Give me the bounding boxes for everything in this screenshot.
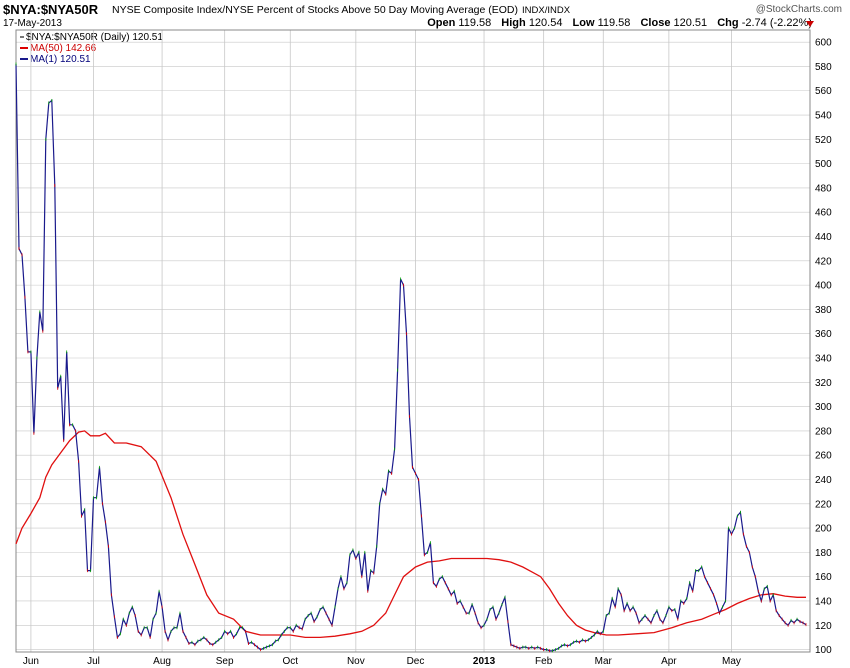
x-tick-label: Dec <box>407 656 425 667</box>
ma50-line <box>15 430 806 639</box>
y-tick-label: 380 <box>815 305 832 316</box>
x-axis: Jun Jul Aug Sep Oct Nov Dec 2013 Feb Mar Apr May <box>23 656 741 667</box>
down-arrow-icon <box>806 21 814 27</box>
y-tick-label: 100 <box>815 645 832 656</box>
y-tick-label: 320 <box>815 378 832 389</box>
change-label: Chg <box>717 17 739 29</box>
price-line <box>15 62 807 653</box>
x-tick-label: Aug <box>153 656 171 667</box>
low-value: 119.58 <box>597 17 631 29</box>
y-tick-label: 300 <box>815 402 832 413</box>
legend-ma1: MA(1) 120.51 <box>20 54 91 65</box>
y-tick-label: 460 <box>815 208 832 219</box>
x-tick-label: Oct <box>282 656 298 667</box>
y-tick-label: 400 <box>815 281 832 292</box>
ma1-swatch-icon <box>20 58 28 61</box>
stockcharts-credit[interactable]: @StockCharts.com <box>755 4 842 15</box>
y-tick-label: 180 <box>815 548 832 559</box>
grid-lines <box>16 30 810 652</box>
y-tick-label: 540 <box>815 111 832 122</box>
y-tick-label: 260 <box>815 451 832 462</box>
y-tick-label: 280 <box>815 426 832 437</box>
legend-ma50: MA(50) 142.66 <box>20 43 96 54</box>
ma1-series <box>15 63 807 652</box>
x-tick-label: 2013 <box>473 656 496 667</box>
high-label: High <box>501 17 526 29</box>
ma50-swatch-icon <box>20 47 28 50</box>
legend-main-label: $NYA:$NYA50R (Daily) 120.51 <box>26 32 163 43</box>
legend-ma50-label: MA(50) 142.66 <box>30 43 97 54</box>
y-axis: 100 120 140 160 180 200 220 240 260 280 300 320 340 3… <box>815 38 832 656</box>
y-tick-label: 560 <box>815 86 832 97</box>
chart-name: NYSE Composite Index/NYSE Percent of Sto… <box>112 4 518 16</box>
x-tick-label: Sep <box>216 656 234 667</box>
y-tick-label: 140 <box>815 596 832 607</box>
data-source: INDX/INDX <box>522 5 571 16</box>
ohlc-legend-icon <box>20 36 24 39</box>
x-tick-label: Apr <box>661 656 677 667</box>
ohlc-summary: Open 119.58 High 120.54 Low 119.58 Close… <box>420 17 812 29</box>
change-value: -2.74 (-2.22%) <box>741 17 812 29</box>
x-tick-label: Jun <box>23 656 39 667</box>
y-tick-label: 500 <box>815 159 832 170</box>
y-tick-label: 360 <box>815 329 832 340</box>
plot-frame <box>15 29 811 653</box>
y-tick-label: 580 <box>815 62 832 73</box>
x-tick-label: Nov <box>347 656 365 667</box>
y-tick-label: 120 <box>815 621 832 632</box>
y-tick-label: 240 <box>815 475 832 486</box>
x-tick-label: May <box>722 656 741 667</box>
x-tick-label: Jul <box>87 656 100 667</box>
y-tick-label: 440 <box>815 232 832 243</box>
high-value: 120.54 <box>528 17 563 29</box>
x-tick-label: Mar <box>595 656 613 667</box>
y-tick-label: 160 <box>815 572 832 583</box>
low-label: Low <box>572 17 595 29</box>
close-label: Close <box>640 17 671 29</box>
y-tick-label: 340 <box>815 354 832 365</box>
y-tick-label: 420 <box>815 256 832 267</box>
open-value: 119.58 <box>458 17 492 29</box>
open-label: Open <box>427 17 456 29</box>
y-tick-label: 600 <box>815 38 832 49</box>
legend-ma1-label: MA(1) 120.51 <box>30 54 91 65</box>
y-tick-label: 200 <box>815 524 832 535</box>
legend-main: $NYA:$NYA50R (Daily) 120.51 <box>20 32 163 43</box>
y-tick-label: 220 <box>815 499 832 510</box>
y-tick-label: 520 <box>815 135 832 146</box>
chart-description: NYSE Composite Index/NYSE Percent of Sto… <box>112 4 570 16</box>
close-value: 120.51 <box>673 17 708 29</box>
y-tick-label: 480 <box>815 183 832 194</box>
chart-symbol: $NYA:$NYA50R <box>3 2 99 17</box>
chart-date: 17-May-2013 <box>3 18 62 29</box>
ma50-series <box>15 430 806 639</box>
x-tick-label: Feb <box>535 656 553 667</box>
